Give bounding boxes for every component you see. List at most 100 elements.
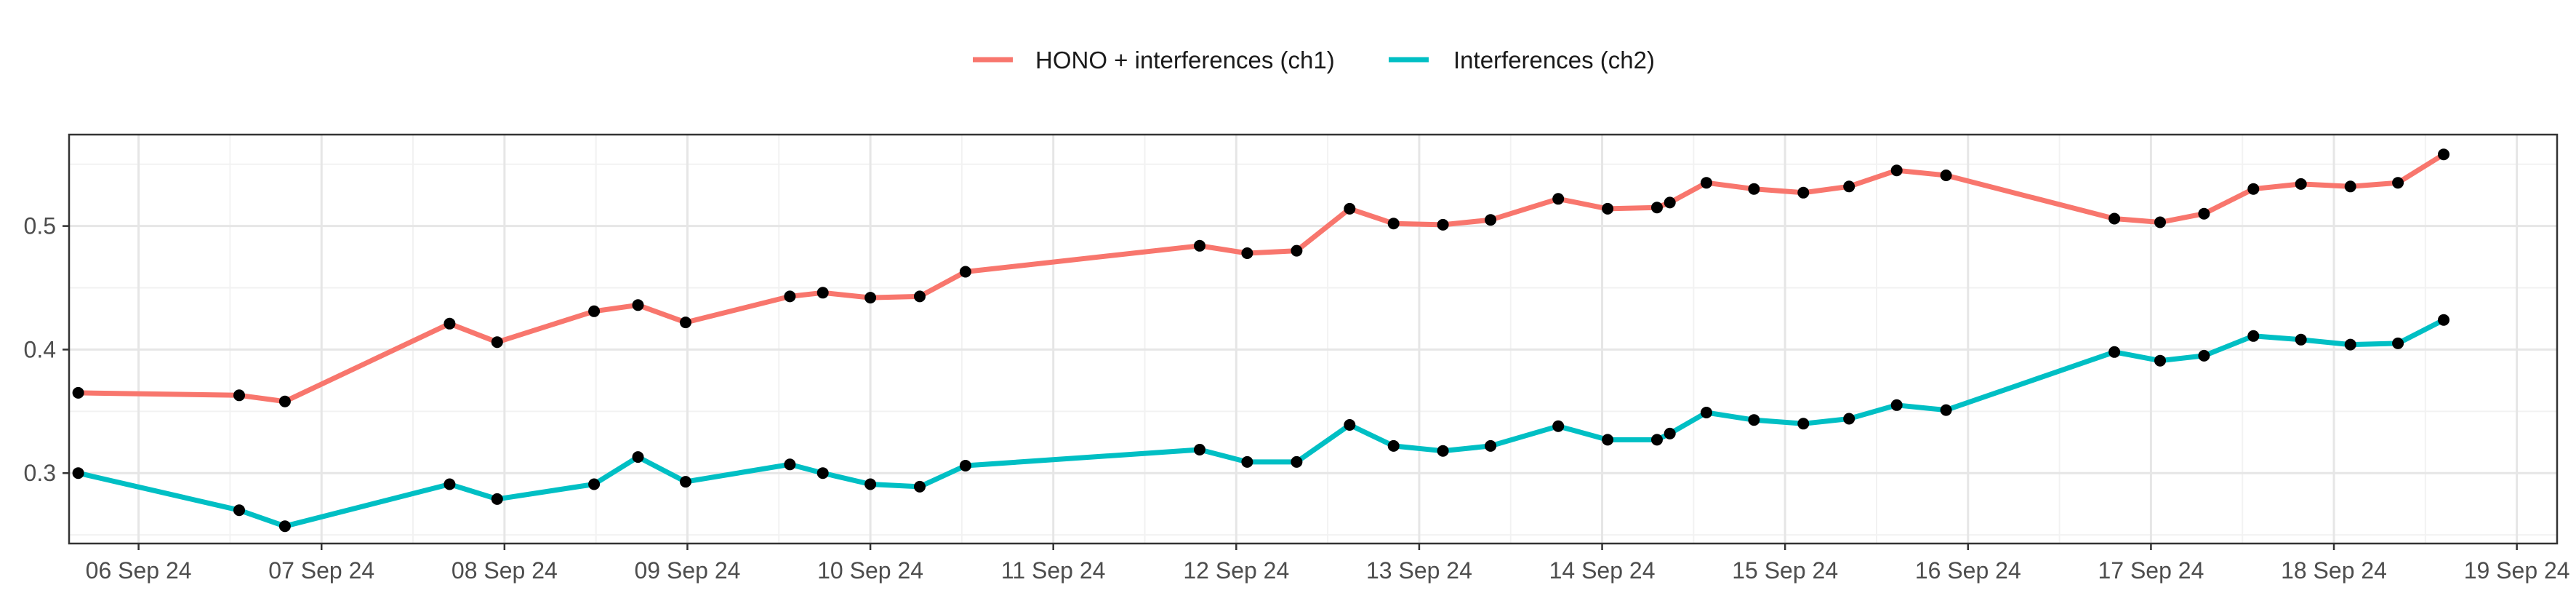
- series-lines: [76, 151, 2447, 529]
- data-point-s1-31: [2154, 216, 2166, 228]
- data-point-s2-29: [1940, 404, 1952, 416]
- y-axis: 0.3 0.4 0.5: [24, 213, 69, 486]
- legend-label-2: Interferences (ch2): [1453, 47, 1655, 73]
- x-tick-label: 15 Sep 24: [1732, 557, 1838, 584]
- x-tick-label: 10 Sep 24: [817, 557, 923, 584]
- data-point-s1-37: [2438, 148, 2449, 161]
- data-point-s1-26: [1797, 186, 1810, 199]
- data-point-s1-18: [1437, 218, 1449, 231]
- data-point-s2-24: [1701, 407, 1712, 418]
- data-point-s2-9: [816, 467, 829, 479]
- data-point-s1-12: [959, 266, 971, 278]
- y-tick-label: 0.4: [24, 336, 56, 362]
- data-point-s2-14: [1241, 455, 1253, 468]
- data-point-s1-29: [1940, 170, 1952, 181]
- data-point-s1-35: [2344, 180, 2356, 193]
- data-point-s2-20: [1552, 420, 1565, 432]
- x-tick-label: 09 Sep 24: [635, 557, 741, 584]
- data-point-s2-8: [784, 458, 796, 471]
- data-point-s1-9: [816, 287, 829, 299]
- series-line-1: [76, 151, 2447, 405]
- data-point-s1-34: [2295, 178, 2307, 190]
- data-point-s1-36: [2392, 177, 2404, 189]
- data-point-s2-31: [2154, 354, 2166, 367]
- data-point-s2-6: [632, 451, 644, 463]
- x-tick-label: 19 Sep 24: [2464, 557, 2570, 584]
- plot-border: [68, 133, 2559, 545]
- data-point-s1-33: [2247, 183, 2260, 195]
- data-point-s2-1: [233, 504, 245, 517]
- data-point-s1-17: [1387, 218, 1400, 230]
- data-point-s1-2: [278, 395, 291, 407]
- data-point-s1-11: [914, 290, 926, 303]
- data-point-s2-21: [1602, 434, 1614, 446]
- data-point-s2-3: [444, 478, 456, 490]
- data-point-s2-18: [1437, 445, 1449, 457]
- data-point-s1-16: [1344, 202, 1356, 215]
- data-point-s2-22: [1651, 434, 1663, 446]
- data-point-s1-10: [864, 292, 877, 304]
- data-point-s2-25: [1748, 414, 1760, 426]
- x-tick-label: 11 Sep 24: [1001, 557, 1106, 584]
- data-point-s2-5: [588, 478, 601, 490]
- data-point-s1-6: [632, 299, 644, 311]
- data-point-s2-37: [2438, 314, 2449, 326]
- data-point-s2-32: [2198, 349, 2210, 362]
- data-point-s2-12: [959, 460, 971, 471]
- data-point-s2-17: [1387, 439, 1400, 452]
- data-point-s1-15: [1291, 244, 1303, 257]
- data-point-s1-8: [784, 290, 796, 303]
- y-tick-label: 0.3: [24, 460, 56, 486]
- panel-background: [69, 135, 2557, 544]
- data-point-s1-21: [1602, 202, 1614, 215]
- plot-panel: [69, 135, 2557, 544]
- data-point-s1-3: [444, 317, 456, 330]
- x-tick-label: 07 Sep 24: [268, 557, 374, 584]
- data-point-s1-32: [2198, 207, 2210, 220]
- data-point-s2-15: [1291, 455, 1303, 468]
- x-tick-label: 12 Sep 24: [1183, 557, 1289, 584]
- data-point-s2-35: [2344, 338, 2356, 351]
- data-point-s2-13: [1194, 444, 1205, 455]
- data-point-s1-0: [72, 386, 84, 399]
- data-point-s2-7: [680, 476, 691, 488]
- data-point-s2-36: [2392, 337, 2404, 349]
- data-point-s1-7: [680, 317, 691, 329]
- x-tick-label: 13 Sep 24: [1366, 557, 1472, 584]
- data-points: [72, 148, 2449, 533]
- data-point-s1-19: [1485, 214, 1497, 226]
- legend-label-1: HONO + interferences (ch1): [1035, 47, 1335, 73]
- data-point-s1-30: [2108, 212, 2121, 225]
- x-tick-label: 08 Sep 24: [452, 557, 558, 584]
- legend: HONO + interferences (ch1) Interferences …: [973, 47, 1655, 73]
- data-point-s1-22: [1651, 202, 1663, 214]
- data-point-s1-5: [588, 305, 601, 317]
- major-gridlines: [69, 135, 2557, 544]
- data-point-s2-34: [2295, 333, 2307, 346]
- data-point-s2-30: [2108, 346, 2121, 358]
- data-point-s2-11: [914, 480, 926, 493]
- data-point-s2-27: [1843, 413, 1855, 425]
- data-point-s2-16: [1344, 419, 1356, 431]
- data-point-s2-10: [864, 478, 877, 490]
- data-point-s2-2: [278, 520, 291, 533]
- x-tick-label: 14 Sep 24: [1549, 557, 1656, 584]
- data-point-s1-4: [491, 336, 503, 349]
- x-tick-label: 18 Sep 24: [2281, 557, 2387, 584]
- data-point-s2-28: [1890, 399, 1903, 411]
- x-tick-label: 17 Sep 24: [2098, 557, 2204, 584]
- data-point-s1-24: [1701, 177, 1712, 189]
- panel-border: [68, 133, 2559, 545]
- y-tick-label: 0.5: [24, 213, 56, 239]
- data-point-s2-33: [2247, 330, 2260, 342]
- data-point-s1-1: [233, 389, 245, 402]
- data-point-s2-26: [1797, 418, 1810, 430]
- data-point-s1-20: [1552, 193, 1565, 205]
- series-line-2: [76, 317, 2447, 529]
- x-tick-label: 16 Sep 24: [1915, 557, 2021, 584]
- data-point-s1-13: [1194, 239, 1205, 252]
- data-point-s2-0: [72, 467, 84, 479]
- data-point-s2-19: [1485, 439, 1497, 452]
- data-point-s1-25: [1748, 183, 1760, 195]
